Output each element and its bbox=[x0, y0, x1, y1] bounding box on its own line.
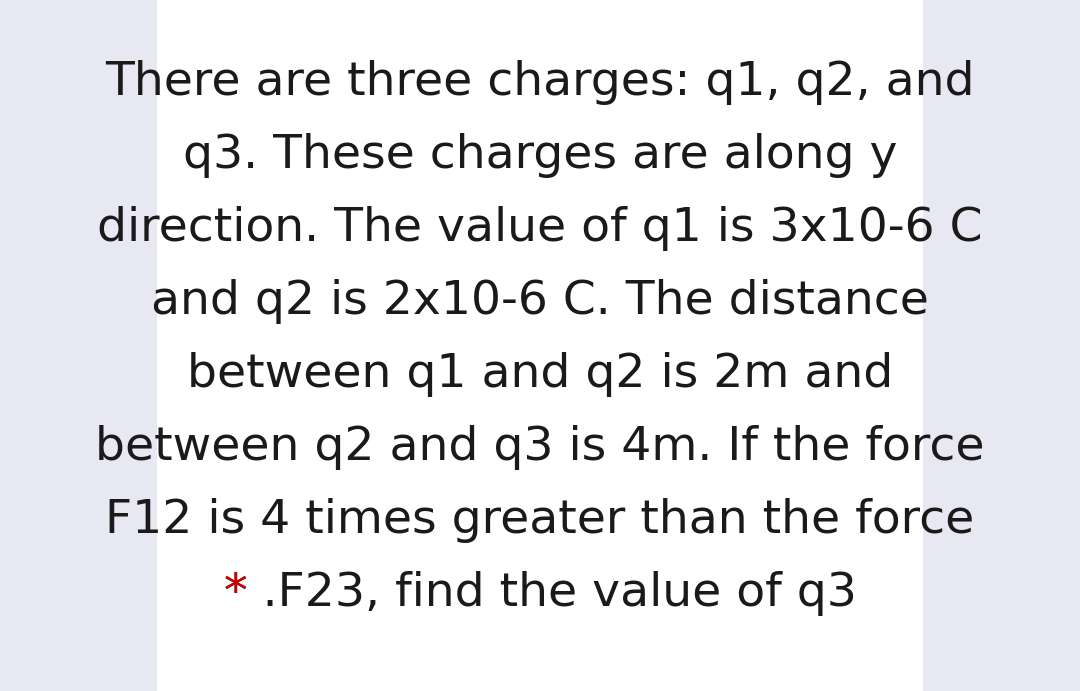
Text: q3. These charges are along y: q3. These charges are along y bbox=[183, 133, 897, 178]
Text: direction. The value of q1 is 3x10-6 C: direction. The value of q1 is 3x10-6 C bbox=[97, 206, 983, 251]
Text: between q2 and q3 is 4m. If the force: between q2 and q3 is 4m. If the force bbox=[95, 425, 985, 470]
Text: F12 is 4 times greater than the force: F12 is 4 times greater than the force bbox=[106, 498, 974, 543]
Text: There are three charges: q1, q2, and: There are three charges: q1, q2, and bbox=[105, 60, 975, 105]
Text: and q2 is 2x10-6 C. The distance: and q2 is 2x10-6 C. The distance bbox=[151, 279, 929, 324]
Text: * .F23, find the value of q3: * .F23, find the value of q3 bbox=[224, 571, 856, 616]
Text: *: * bbox=[224, 571, 262, 616]
Text: between q1 and q2 is 2m and: between q1 and q2 is 2m and bbox=[187, 352, 893, 397]
